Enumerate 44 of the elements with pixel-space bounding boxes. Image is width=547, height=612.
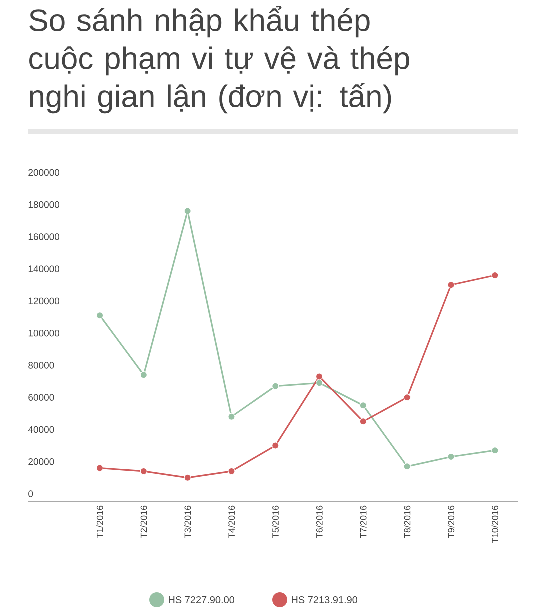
x-tick-label: T7/2016 <box>360 506 367 538</box>
point <box>448 282 455 289</box>
point <box>272 382 280 390</box>
x-tick-label: T9/2016 <box>448 506 455 538</box>
x-tick-label: T6/2016 <box>316 506 323 538</box>
x-tick-label: T1/2016 <box>96 506 104 538</box>
y-tick-label: 0 <box>28 490 34 498</box>
point <box>316 380 324 387</box>
point <box>360 402 368 410</box>
point <box>96 464 104 472</box>
x-tick-label: T2/2016 <box>140 506 148 538</box>
y-tick-label: 80000 <box>28 362 54 369</box>
y-tick-label: 40000 <box>28 426 54 434</box>
point <box>492 446 499 454</box>
x-tick-label: T8/2016 <box>404 506 411 538</box>
y-tick-label: 60000 <box>28 394 54 401</box>
y-tick-label: 120000 <box>28 298 60 305</box>
point <box>96 312 104 320</box>
y-tick-label: 160000 <box>28 234 60 240</box>
y-tick-label: 200000 <box>28 169 60 176</box>
legend-label: HS 7213.91.90 <box>292 596 358 604</box>
point <box>184 474 192 482</box>
x-tick-label: T10/2016 <box>492 506 498 544</box>
point <box>404 394 411 402</box>
y-tick-label: 140000 <box>28 266 60 272</box>
point <box>140 468 148 476</box>
x-tick-label: T5/2016 <box>272 506 279 538</box>
point <box>448 453 455 461</box>
y-tick-label: 20000 <box>28 458 54 466</box>
point <box>492 272 499 280</box>
point <box>272 442 280 450</box>
y-tick-label: 180000 <box>28 201 60 208</box>
point <box>316 373 324 380</box>
x-tick-label: T4/2016 <box>228 506 236 538</box>
point <box>228 468 236 476</box>
y-tick-label: 100000 <box>28 330 60 337</box>
point <box>360 418 368 426</box>
point <box>140 371 148 379</box>
chart-title: So sánh nhập khẩu thép cuộc phạm vi tự vệ và thép nghi gian lận (đơn vị: tấn) <box>30 6 410 114</box>
point <box>184 208 192 215</box>
x-tick-label: T3/2016 <box>184 506 192 538</box>
point <box>404 463 411 470</box>
legend-label: HS 7227.90.00 <box>169 596 235 604</box>
point <box>228 413 236 420</box>
